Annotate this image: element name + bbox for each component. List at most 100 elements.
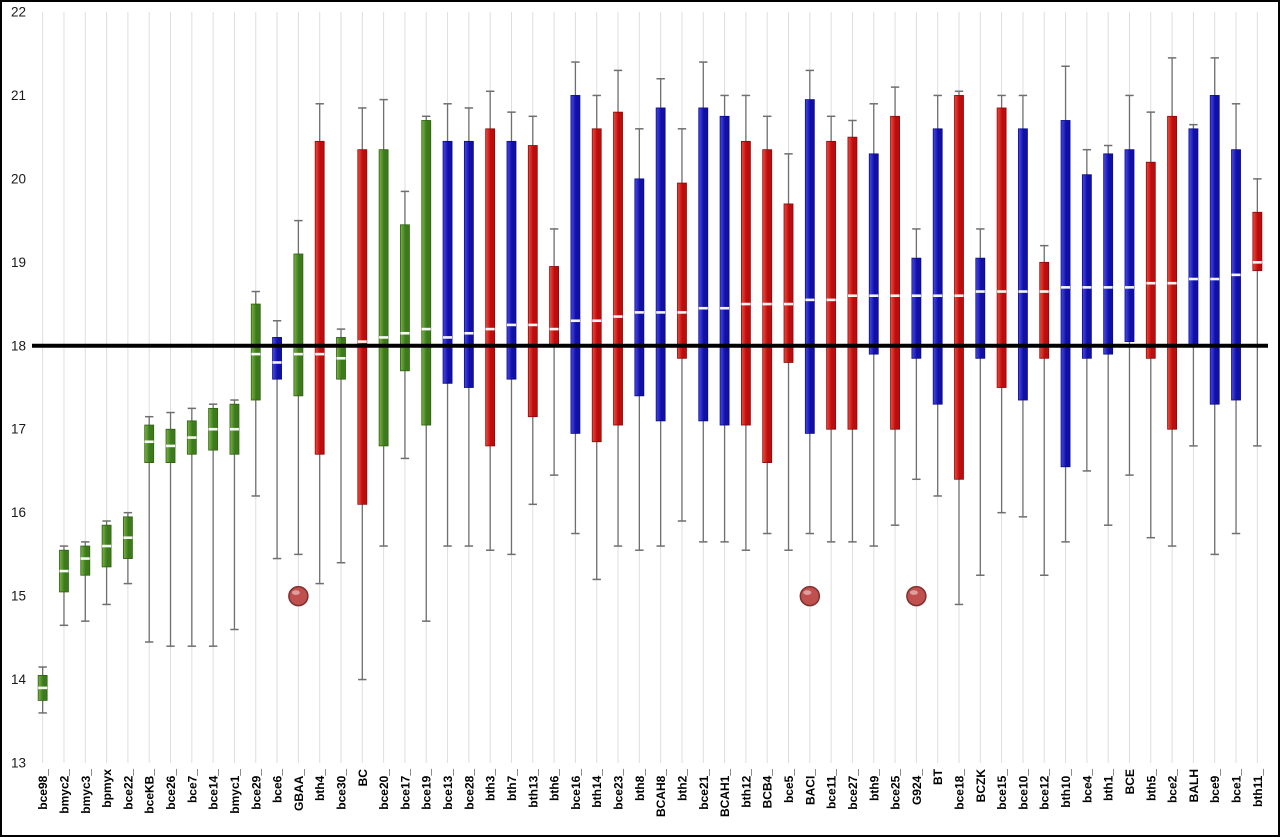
x-axis-label: BCAH8_	[654, 769, 668, 817]
median-line	[1018, 290, 1028, 293]
box-whisker-bce6	[272, 319, 282, 560]
box-whisker-bth3	[485, 90, 496, 551]
x-axis-label: bce19_	[420, 769, 434, 810]
box-whisker-bth8	[634, 128, 645, 551]
box-whisker-bce12	[1039, 244, 1050, 576]
x-axis-label: bth14_	[590, 769, 604, 808]
x-axis-label: G924_	[910, 769, 924, 805]
x-axis-label: bmyc1_	[228, 769, 242, 814]
box	[591, 128, 602, 443]
median-line	[293, 352, 303, 356]
x-axis-label: bth12_	[739, 769, 753, 808]
x-axis-label: bmyc3_	[79, 769, 93, 814]
box-whisker-bce10	[1018, 94, 1028, 518]
box-whisker-bth7	[506, 111, 517, 556]
box	[698, 107, 709, 422]
x-axis-label: bth10_	[1059, 769, 1073, 808]
box	[719, 115, 730, 426]
y-tick-label: 19	[11, 255, 26, 270]
box-whisker-bce27	[847, 119, 858, 543]
x-axis-label: bce22_	[121, 769, 135, 810]
median-line	[613, 315, 623, 318]
box	[506, 140, 517, 380]
median-line	[1252, 261, 1262, 264]
x-axis-label: bce9_	[1208, 769, 1222, 803]
box	[527, 145, 538, 418]
x-axis-label: bce6_	[271, 769, 285, 803]
marker-circle-GBAA	[288, 585, 309, 607]
median-line	[443, 336, 453, 339]
box	[868, 153, 879, 355]
x-axis-label: bce29_	[249, 769, 263, 810]
median-line	[208, 427, 218, 431]
box	[463, 140, 474, 388]
median-line	[634, 311, 644, 314]
box	[890, 115, 900, 430]
box-whisker-bpmyx	[101, 520, 112, 606]
y-tick-label: 22	[11, 5, 26, 20]
box	[400, 224, 410, 372]
box-whisker-bce29	[250, 290, 261, 497]
box	[549, 266, 560, 347]
median-line	[38, 686, 48, 690]
median-line	[890, 294, 900, 298]
x-axis-label: bce5_	[782, 769, 796, 803]
box-whisker-bce1	[1231, 103, 1241, 535]
median-line	[80, 557, 90, 560]
x-axis-label: BC	[356, 769, 370, 787]
box	[847, 136, 858, 430]
x-axis-label: bce30_	[335, 769, 349, 810]
box-whisker-BCAH1	[719, 94, 730, 543]
box-whisker-bce98	[37, 666, 48, 714]
median-line	[379, 336, 389, 339]
x-axis-label: bth8_	[633, 769, 647, 801]
median-line	[911, 294, 921, 298]
median-line	[1039, 290, 1049, 293]
median-line	[997, 290, 1007, 293]
median-line	[229, 427, 239, 431]
x-axis-label: bce7_	[185, 769, 199, 803]
median-line	[656, 311, 666, 314]
box-whisker-bce22	[122, 511, 133, 585]
box-whisker-bce13	[442, 103, 453, 547]
box	[613, 111, 623, 426]
x-axis-label: bce12_	[1038, 769, 1052, 810]
box-whisker-series	[37, 57, 1263, 714]
box-whisker-bth14	[591, 94, 602, 581]
median-line	[59, 569, 69, 573]
median-line	[1124, 286, 1134, 289]
median-line	[741, 302, 751, 306]
box	[762, 149, 773, 463]
y-tick-label: 21	[11, 88, 26, 103]
box-whisker-bth9	[868, 103, 879, 547]
marker-circle-G924	[906, 585, 927, 607]
median-line	[102, 544, 112, 548]
x-axis-label: GBAA_	[292, 769, 306, 811]
box	[1209, 95, 1220, 405]
x-axis-label: bce11_	[825, 769, 839, 809]
marker-highlight	[803, 590, 812, 596]
median-line	[421, 327, 431, 331]
box-whisker-bce23	[613, 69, 623, 547]
box	[677, 182, 687, 359]
box	[357, 149, 368, 505]
box-whisker-BCAH8	[655, 78, 666, 547]
box	[655, 107, 666, 422]
box-whisker-bce25	[890, 86, 900, 526]
box-whisker-bce2	[1167, 57, 1178, 547]
box	[740, 140, 751, 426]
median-line	[805, 298, 815, 302]
box	[1103, 153, 1114, 355]
x-axis-label: bth9_	[867, 769, 881, 801]
gridlines	[42, 12, 1258, 763]
median-line	[528, 323, 538, 327]
box-whisker-bce19	[421, 115, 432, 622]
median-line	[762, 302, 772, 306]
box-whisker-BACI	[804, 69, 815, 535]
circle-markers	[288, 585, 927, 607]
x-axis-label: bce13_	[441, 769, 455, 810]
box-whisker-bce14	[208, 403, 219, 647]
median-line	[869, 294, 879, 298]
y-tick-label: 20	[11, 171, 26, 186]
box-whisker-bce18	[954, 90, 964, 606]
